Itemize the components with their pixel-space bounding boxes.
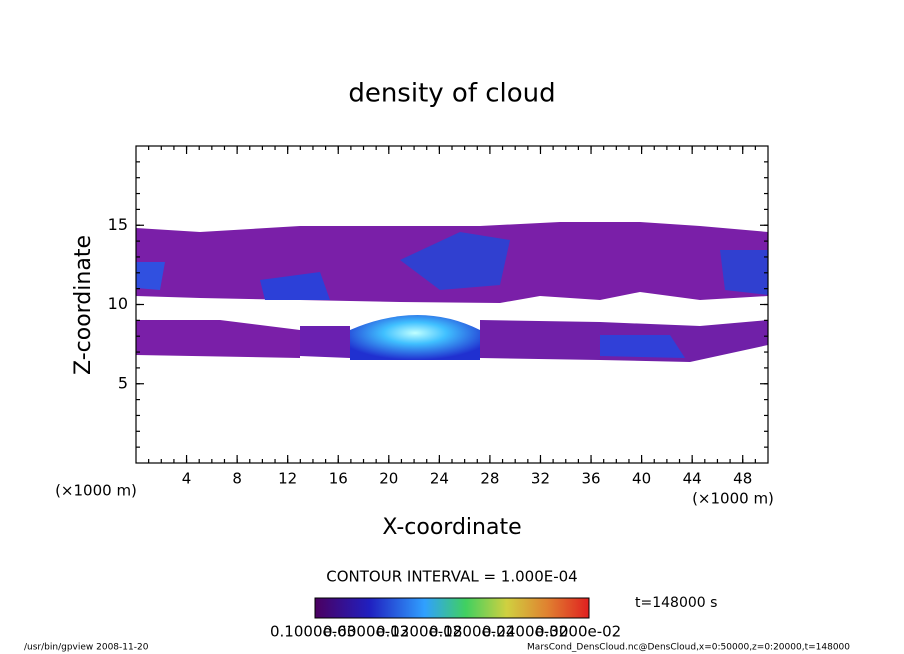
x-tick-label: 4 — [182, 470, 192, 488]
x-tick-label: 24 — [430, 470, 449, 488]
time-label: t=148000 s — [635, 595, 717, 611]
y-tick-label: 10 — [108, 294, 128, 313]
x-tick-label: 28 — [480, 470, 499, 488]
y-tick-label: 15 — [108, 215, 128, 234]
colorbar-label: 0.1200e-02 — [376, 623, 462, 641]
cloud-core — [350, 315, 480, 360]
x-unit: (×1000 m) — [55, 482, 137, 500]
cloud-field — [136, 222, 768, 362]
x-tick-label: 36 — [581, 470, 600, 488]
y-tick-label: 5 — [118, 373, 128, 392]
cloud-lower — [300, 326, 350, 358]
plot-frame — [135, 145, 769, 464]
x-tick-label: 40 — [632, 470, 651, 488]
x-tick-label: 48 — [733, 470, 752, 488]
cloud-core — [400, 232, 510, 290]
x-tick-label: 44 — [683, 470, 702, 488]
cloud-core — [136, 262, 165, 290]
chart-title: density of cloud — [348, 79, 555, 109]
x-unit: (×1000 m) — [692, 490, 774, 508]
footer-left: /usr/bin/gpview 2008-11-20 — [24, 643, 149, 653]
colorbar-label: 0.1800e-02 — [429, 623, 515, 641]
x-axis-title: X-coordinate — [382, 515, 521, 540]
cloud-core — [720, 250, 768, 295]
cloud-core — [260, 272, 330, 300]
x-tick-label: 20 — [379, 470, 398, 488]
colorbar-label: 0.3000e-02 — [535, 623, 621, 641]
colorbar — [314, 597, 590, 619]
footer-right: MarsCond_DensCloud.nc@DensCloud,x=0:5000… — [527, 643, 850, 653]
x-tick-label: 8 — [232, 470, 242, 488]
colorbar-label: 0.1000e-03 — [270, 623, 356, 641]
x-tick-label: 16 — [329, 470, 348, 488]
colorbar-label: 0.2400e-02 — [482, 623, 568, 641]
cloud-lower — [136, 320, 300, 358]
x-tick-label: 32 — [531, 470, 550, 488]
x-tick-label: 12 — [278, 470, 297, 488]
cloud-core — [600, 335, 685, 358]
colorbar-label: 0.6000e-03 — [323, 623, 409, 641]
y-axis-title: Z-coordinate — [71, 235, 96, 375]
contour-interval: CONTOUR INTERVAL = 1.000E-04 — [326, 568, 577, 586]
